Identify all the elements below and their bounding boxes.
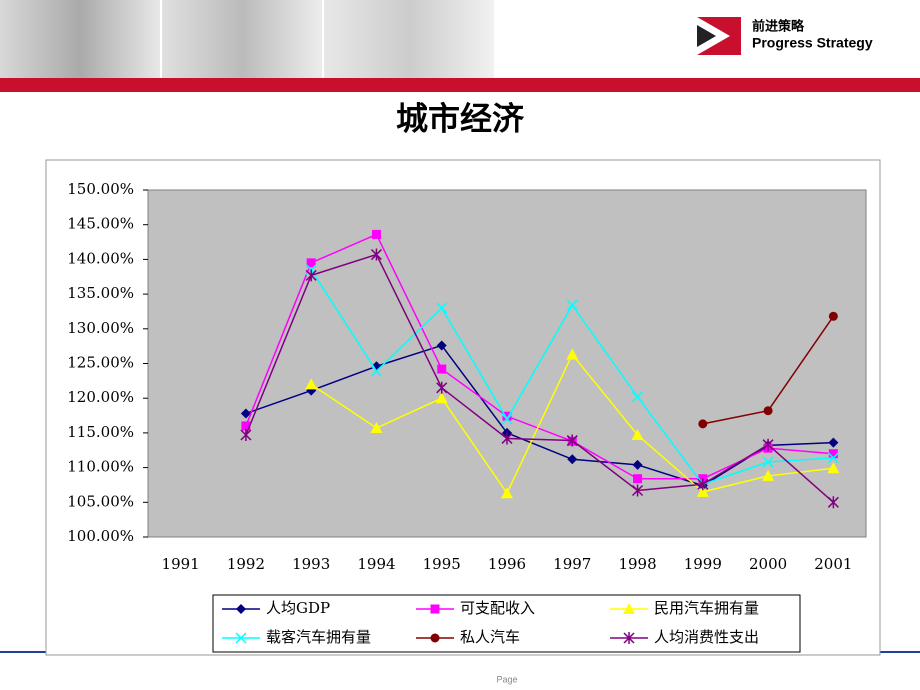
marker (240, 408, 251, 419)
plot-area (147, 189, 867, 538)
x-tick-label: 1993 (292, 555, 330, 573)
y-tick-label: 125.00% (67, 354, 134, 372)
legend-marker (623, 632, 635, 644)
marker (371, 229, 381, 239)
marker (827, 452, 839, 464)
y-tick-label: 130.00% (67, 319, 134, 337)
x-tick-label: 1999 (684, 555, 722, 573)
marker (828, 311, 838, 321)
marker (566, 348, 579, 360)
x-tick-label: 1991 (162, 555, 200, 573)
y-tick-label: 140.00% (67, 249, 134, 267)
y-tick-label: 150.00% (67, 180, 134, 198)
marker (631, 428, 644, 440)
marker (827, 496, 839, 509)
marker (240, 428, 252, 441)
legend-label: 载客汽车拥有量 (266, 628, 371, 646)
marker (436, 302, 448, 314)
marker (501, 432, 513, 445)
y-tick-label: 105.00% (67, 492, 134, 510)
marker (633, 474, 643, 484)
marker (370, 365, 382, 377)
marker (762, 438, 774, 451)
marker (763, 406, 773, 416)
marker (762, 469, 775, 481)
marker (306, 258, 316, 268)
x-tick-label: 2000 (749, 555, 787, 573)
x-tick-label: 1996 (488, 555, 526, 573)
x-tick-label: 1998 (618, 555, 656, 573)
marker (241, 421, 251, 431)
marker (305, 378, 318, 390)
header-band (0, 78, 920, 92)
legend-marker (430, 604, 440, 614)
marker (828, 437, 839, 448)
slide-title: 城市经济 (396, 100, 525, 138)
marker (370, 248, 382, 261)
marker (502, 411, 512, 421)
marker (827, 462, 840, 474)
series-line (245, 344, 834, 487)
marker (435, 392, 448, 404)
marker (305, 269, 317, 282)
marker (501, 413, 513, 425)
legend-label: 可支配收入 (460, 599, 535, 617)
legend-marker (236, 604, 246, 614)
marker (370, 422, 383, 434)
marker (762, 456, 774, 468)
y-tick-label: 115.00% (67, 423, 134, 441)
x-tick-label: 2001 (814, 555, 852, 573)
x-tick-label: 1992 (227, 555, 265, 573)
marker (436, 381, 448, 394)
y-tick-label: 110.00% (67, 458, 134, 476)
marker (698, 419, 708, 429)
legend-label: 人均消费性支出 (654, 628, 759, 646)
marker (501, 487, 513, 499)
marker (632, 484, 644, 497)
y-tick-label: 135.00% (67, 284, 134, 302)
footer: Page (496, 674, 517, 684)
legend-marker (235, 632, 247, 644)
x-tick-label: 1997 (553, 555, 591, 573)
series-line (245, 253, 834, 503)
legend (212, 594, 801, 653)
legend-label: 民用汽车拥有量 (654, 599, 759, 617)
marker (566, 434, 578, 447)
marker (567, 454, 578, 465)
x-tick-label: 1994 (357, 555, 395, 573)
logo: 前进策略 Progress Strategy (697, 17, 873, 55)
marker (437, 364, 447, 374)
legend-marker (623, 603, 635, 614)
x-tick-label: 1995 (423, 555, 461, 573)
logo-en: Progress Strategy (752, 35, 873, 51)
header-photos (0, 0, 920, 78)
logo-cn: 前进策略 (752, 18, 805, 33)
marker (566, 299, 578, 311)
y-tick-label: 100.00% (67, 527, 134, 545)
legend-label: 私人汽车 (460, 628, 520, 646)
y-tick-label: 120.00% (67, 388, 134, 406)
marker (632, 391, 644, 403)
series-line (245, 233, 834, 480)
legend-marker (430, 633, 440, 643)
marker (828, 449, 838, 459)
marker (697, 478, 709, 491)
marker (632, 459, 643, 470)
marker (696, 485, 709, 497)
legend-label: 人均GDP (266, 599, 330, 617)
y-tick-label: 145.00% (67, 215, 134, 233)
marker (436, 340, 447, 351)
